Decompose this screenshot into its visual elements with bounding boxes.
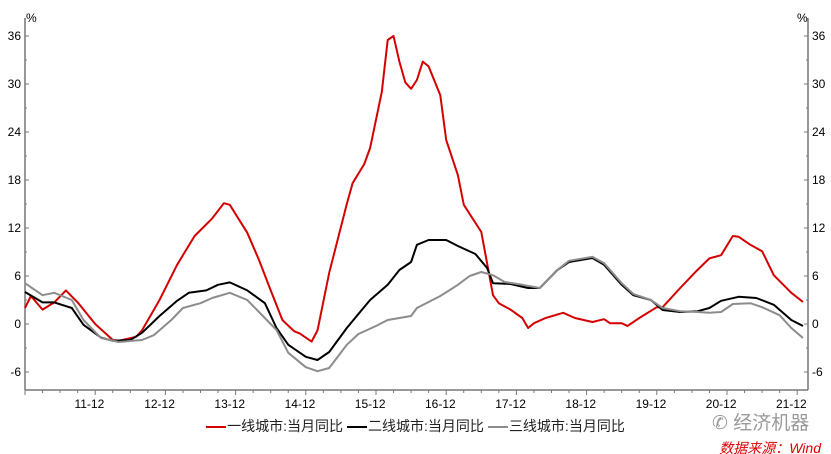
x-tick-label: 11-12 xyxy=(74,397,104,411)
legend-item: 二线城市:当月同比 xyxy=(347,416,484,436)
y-tick-label-left: -6 xyxy=(10,365,21,379)
x-tick-label: 13-12 xyxy=(214,397,245,411)
x-tick-label: 16-12 xyxy=(425,397,456,411)
y-tick-label-left: 36 xyxy=(8,29,22,43)
y-tick-label-left: 12 xyxy=(8,221,22,235)
legend-item: 三线城市:当月同比 xyxy=(487,416,625,436)
y-tick-label-right: -6 xyxy=(812,365,823,379)
x-tick-label: 12-12 xyxy=(144,397,175,411)
legend-swatch xyxy=(347,426,368,429)
series-line-2 xyxy=(24,239,804,361)
y-tick-label-right: 12 xyxy=(812,221,826,235)
y-tick-label-right: 0 xyxy=(812,317,819,331)
legend-swatch xyxy=(487,426,508,429)
y-tick-label-left: 18 xyxy=(8,173,22,187)
y-tick-label-right: 18 xyxy=(812,173,826,187)
y-tick-label-right: 24 xyxy=(812,125,826,139)
x-tick-label: 17-12 xyxy=(495,397,526,411)
y-tick-label-left: 24 xyxy=(8,125,22,139)
series-line-3 xyxy=(24,255,804,373)
x-tick-label: 19-12 xyxy=(636,397,667,411)
y-tick-label-left: 30 xyxy=(8,77,22,91)
legend-label: 一线城市:当月同比 xyxy=(227,418,344,434)
left-unit-label: % xyxy=(26,11,37,25)
y-tick-label-right: 30 xyxy=(812,77,826,91)
x-tick-label: 14-12 xyxy=(285,397,316,411)
y-tick-label-right: 6 xyxy=(812,269,819,283)
y-tick-label-left: 6 xyxy=(14,269,21,283)
x-tick-label: 15-12 xyxy=(355,397,386,411)
legend-label: 二线城市:当月同比 xyxy=(368,418,484,434)
y-tick-label-right: 36 xyxy=(812,29,826,43)
x-tick-label: 20-12 xyxy=(706,397,737,411)
source-note: 数据来源：Wind xyxy=(719,440,821,454)
x-tick-label: 18-12 xyxy=(565,397,596,411)
x-tick-label: 21-12 xyxy=(776,397,807,411)
right-unit-label: % xyxy=(797,11,808,25)
series-line-1 xyxy=(24,35,804,343)
watermark-text: 经济机器 xyxy=(733,413,810,434)
legend-item: 一线城市:当月同比 xyxy=(206,416,343,436)
legend-label: 三线城市:当月同比 xyxy=(508,418,625,434)
legend-swatch xyxy=(206,426,227,429)
y-tick-label-left: 0 xyxy=(14,317,21,331)
wechat-icon: ✆ xyxy=(712,413,728,434)
watermark: ✆ 经济机器 xyxy=(712,408,809,435)
legend: 一线城市:当月同比 二线城市:当月同比 三线城市:当月同比 xyxy=(0,416,831,436)
